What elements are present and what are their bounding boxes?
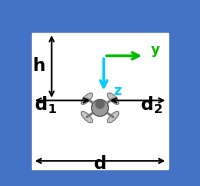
Text: $\mathbf{z}$: $\mathbf{z}$ bbox=[113, 84, 122, 98]
Text: $\mathbf{y}$: $\mathbf{y}$ bbox=[150, 44, 161, 59]
Bar bbox=[32, 33, 168, 169]
Ellipse shape bbox=[107, 93, 119, 104]
Circle shape bbox=[92, 100, 108, 116]
Text: $\mathbf{d_2}$: $\mathbf{d_2}$ bbox=[140, 94, 163, 115]
Ellipse shape bbox=[81, 93, 93, 104]
Ellipse shape bbox=[107, 111, 119, 123]
Text: $\mathbf{d_1}$: $\mathbf{d_1}$ bbox=[34, 94, 57, 115]
Circle shape bbox=[96, 100, 104, 108]
Text: $\mathbf{h}$: $\mathbf{h}$ bbox=[32, 57, 45, 76]
Ellipse shape bbox=[81, 111, 93, 123]
Text: $\mathbf{d}$: $\mathbf{d}$ bbox=[93, 155, 107, 173]
